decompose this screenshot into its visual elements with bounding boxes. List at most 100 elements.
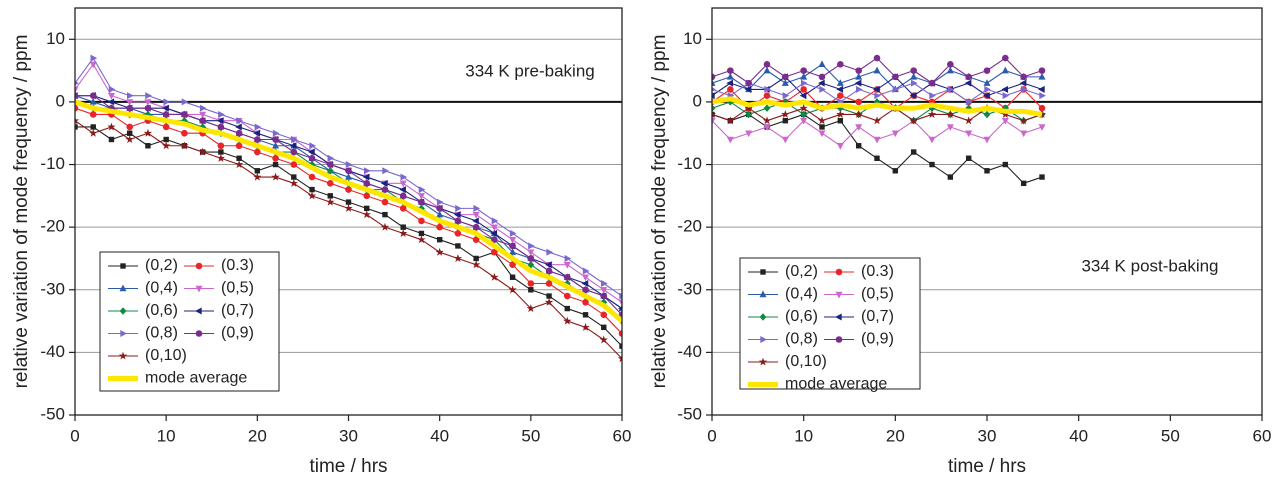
marker bbox=[89, 92, 97, 99]
marker bbox=[1001, 85, 1009, 93]
marker bbox=[271, 172, 280, 181]
marker bbox=[308, 148, 315, 156]
x-tick-label: 20 bbox=[248, 426, 267, 445]
y-tick-label: 10 bbox=[46, 29, 65, 48]
marker bbox=[453, 254, 463, 263]
marker bbox=[800, 72, 808, 80]
marker bbox=[528, 242, 535, 250]
average-line bbox=[712, 96, 1043, 117]
marker bbox=[272, 161, 279, 168]
marker bbox=[161, 141, 171, 150]
marker bbox=[162, 123, 170, 131]
y-tick-label: 0 bbox=[56, 91, 65, 110]
marker bbox=[874, 92, 881, 100]
marker bbox=[435, 247, 444, 256]
marker bbox=[781, 79, 789, 86]
marker bbox=[910, 149, 917, 155]
marker bbox=[491, 217, 499, 225]
marker bbox=[107, 122, 116, 131]
marker bbox=[835, 313, 842, 321]
marker bbox=[195, 285, 203, 293]
marker bbox=[781, 110, 790, 118]
marker bbox=[835, 291, 843, 299]
marker bbox=[289, 142, 297, 150]
marker bbox=[491, 248, 498, 256]
marker bbox=[453, 211, 461, 219]
marker bbox=[835, 336, 843, 343]
x-tick-label: 30 bbox=[978, 426, 997, 445]
marker bbox=[75, 124, 78, 130]
marker bbox=[218, 149, 224, 155]
marker bbox=[75, 104, 79, 112]
marker bbox=[307, 191, 317, 200]
legend-label: (0,6) bbox=[785, 308, 818, 325]
legend-label: (0,4) bbox=[145, 280, 178, 297]
marker bbox=[1020, 180, 1027, 187]
marker bbox=[946, 66, 954, 74]
marker bbox=[564, 305, 571, 312]
legend-label: (0,8) bbox=[145, 325, 178, 342]
marker bbox=[362, 210, 371, 219]
marker bbox=[527, 249, 535, 257]
marker bbox=[855, 85, 863, 93]
marker bbox=[145, 92, 152, 100]
marker bbox=[1001, 66, 1009, 74]
marker bbox=[308, 154, 316, 162]
marker bbox=[910, 79, 918, 87]
x-tick-label: 50 bbox=[521, 426, 540, 445]
marker bbox=[965, 155, 972, 161]
y-tick-label: -20 bbox=[40, 217, 65, 236]
marker bbox=[199, 104, 207, 112]
marker bbox=[381, 186, 389, 193]
marker bbox=[144, 99, 152, 106]
marker bbox=[163, 98, 171, 106]
marker bbox=[527, 280, 535, 287]
marker bbox=[381, 198, 389, 206]
marker bbox=[272, 136, 279, 143]
marker bbox=[892, 85, 900, 93]
marker bbox=[563, 292, 571, 300]
marker bbox=[819, 85, 826, 93]
x-axis-title: time / hrs bbox=[309, 456, 387, 477]
legend-label: (0,10) bbox=[785, 353, 827, 370]
marker bbox=[759, 313, 767, 321]
annotation: 334 K post-baking bbox=[1081, 256, 1218, 275]
marker bbox=[509, 274, 516, 280]
marker bbox=[490, 272, 499, 281]
marker bbox=[563, 273, 571, 281]
marker bbox=[836, 79, 844, 86]
marker bbox=[712, 104, 716, 112]
legend-label: (0,2) bbox=[145, 257, 178, 274]
marker bbox=[800, 67, 807, 74]
marker bbox=[254, 136, 261, 143]
marker bbox=[181, 129, 188, 137]
y-tick-label: -30 bbox=[677, 279, 702, 298]
marker bbox=[965, 73, 972, 81]
marker bbox=[983, 110, 991, 119]
marker bbox=[473, 204, 481, 212]
legend-label: (0,6) bbox=[145, 302, 178, 319]
marker bbox=[727, 86, 734, 93]
marker bbox=[509, 248, 517, 255]
marker bbox=[290, 148, 298, 156]
legend-label: (0,9) bbox=[861, 331, 894, 348]
legend-label: (0.3) bbox=[861, 263, 894, 280]
marker bbox=[326, 197, 335, 206]
marker bbox=[744, 85, 752, 93]
marker bbox=[745, 79, 752, 87]
plot-area bbox=[712, 54, 1047, 187]
marker bbox=[781, 136, 789, 144]
marker bbox=[235, 142, 243, 150]
x-tick-label: 10 bbox=[794, 426, 813, 445]
marker bbox=[509, 236, 517, 244]
marker bbox=[1002, 161, 1009, 168]
marker bbox=[364, 167, 371, 175]
marker bbox=[782, 92, 790, 100]
marker bbox=[490, 229, 498, 237]
marker bbox=[345, 161, 353, 169]
marker bbox=[235, 129, 243, 137]
marker bbox=[382, 167, 389, 175]
marker bbox=[399, 229, 408, 237]
x-axis-title: time / hrs bbox=[948, 456, 1026, 477]
